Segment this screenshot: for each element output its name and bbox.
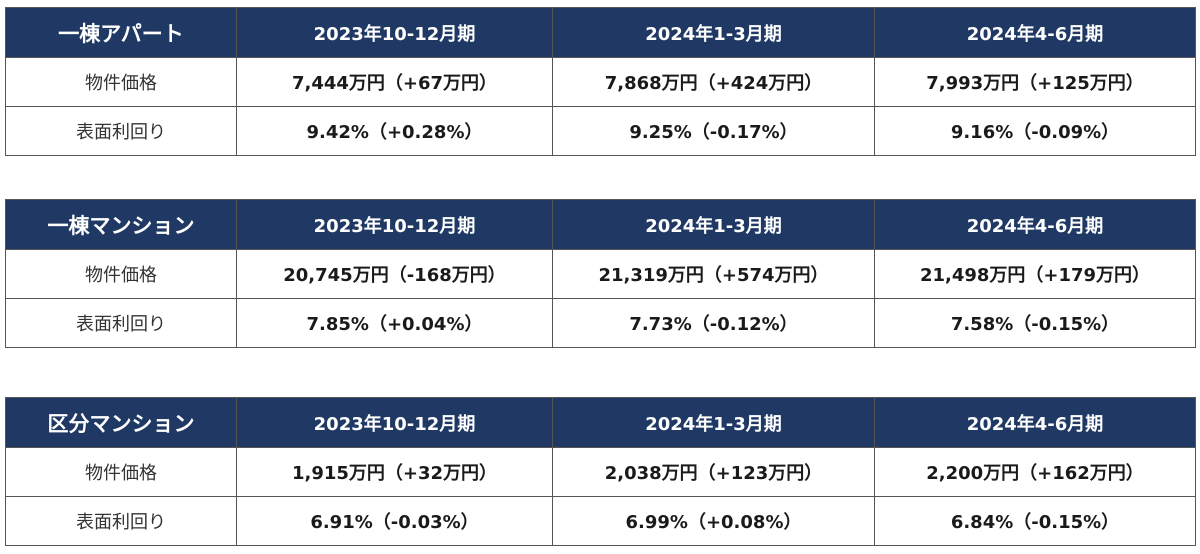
table-cell: 7,868万円（+424万円） xyxy=(552,57,875,107)
table-cell: 9.25%（-0.17%） xyxy=(552,106,875,156)
table-cell: 7.58%（-0.15%） xyxy=(874,298,1196,348)
period-header: 2023年10-12月期 xyxy=(236,199,553,250)
table-header-row: 一棟マンション 2023年10-12月期 2024年1-3月期 2024年4-6… xyxy=(5,199,1196,250)
row-label: 物件価格 xyxy=(5,249,237,299)
row-label: 表面利回り xyxy=(5,496,237,546)
table-row: 表面利回り 9.42%（+0.28%） 9.25%（-0.17%） 9.16%（… xyxy=(5,106,1196,156)
table-cell: 6.84%（-0.15%） xyxy=(874,496,1196,546)
table-row: 物件価格 1,915万円（+32万円） 2,038万円（+123万円） 2,20… xyxy=(5,447,1196,497)
table-cell: 7.85%（+0.04%） xyxy=(236,298,553,348)
table-cell: 1,915万円（+32万円） xyxy=(236,447,553,497)
table-cell: 7,444万円（+67万円） xyxy=(236,57,553,107)
table-building-mansion: 一棟マンション 2023年10-12月期 2024年1-3月期 2024年4-6… xyxy=(5,199,1196,348)
row-label: 表面利回り xyxy=(5,298,237,348)
category-label: 一棟マンション xyxy=(5,199,237,250)
table-cell: 9.42%（+0.28%） xyxy=(236,106,553,156)
category-label: 一棟アパート xyxy=(5,7,237,58)
table-cell: 2,038万円（+123万円） xyxy=(552,447,875,497)
table-header-row: 一棟アパート 2023年10-12月期 2024年1-3月期 2024年4-6月… xyxy=(5,7,1196,58)
table-cell: 21,498万円（+179万円） xyxy=(874,249,1196,299)
period-header: 2024年1-3月期 xyxy=(552,7,875,58)
period-header: 2024年4-6月期 xyxy=(874,7,1196,58)
table-row: 表面利回り 6.91%（-0.03%） 6.99%（+0.08%） 6.84%（… xyxy=(5,496,1196,546)
table-apartment: 一棟アパート 2023年10-12月期 2024年1-3月期 2024年4-6月… xyxy=(5,7,1196,156)
table-header-row: 区分マンション 2023年10-12月期 2024年1-3月期 2024年4-6… xyxy=(5,397,1196,448)
period-header: 2023年10-12月期 xyxy=(236,397,553,448)
row-label: 物件価格 xyxy=(5,447,237,497)
table-cell: 21,319万円（+574万円） xyxy=(552,249,875,299)
row-label: 物件価格 xyxy=(5,57,237,107)
table-cell: 9.16%（-0.09%） xyxy=(874,106,1196,156)
period-header: 2024年4-6月期 xyxy=(874,199,1196,250)
row-label: 表面利回り xyxy=(5,106,237,156)
table-cell: 20,745万円（-168万円） xyxy=(236,249,553,299)
period-header: 2024年1-3月期 xyxy=(552,199,875,250)
table-row: 物件価格 20,745万円（-168万円） 21,319万円（+574万円） 2… xyxy=(5,249,1196,299)
table-cell: 6.99%（+0.08%） xyxy=(552,496,875,546)
period-header: 2023年10-12月期 xyxy=(236,7,553,58)
category-label: 区分マンション xyxy=(5,397,237,448)
table-cell: 6.91%（-0.03%） xyxy=(236,496,553,546)
table-cell: 7,993万円（+125万円） xyxy=(874,57,1196,107)
table-row: 物件価格 7,444万円（+67万円） 7,868万円（+424万円） 7,99… xyxy=(5,57,1196,107)
period-header: 2024年1-3月期 xyxy=(552,397,875,448)
period-header: 2024年4-6月期 xyxy=(874,397,1196,448)
table-cell: 7.73%（-0.12%） xyxy=(552,298,875,348)
table-row: 表面利回り 7.85%（+0.04%） 7.73%（-0.12%） 7.58%（… xyxy=(5,298,1196,348)
table-unit-mansion: 区分マンション 2023年10-12月期 2024年1-3月期 2024年4-6… xyxy=(5,397,1196,546)
table-cell: 2,200万円（+162万円） xyxy=(874,447,1196,497)
